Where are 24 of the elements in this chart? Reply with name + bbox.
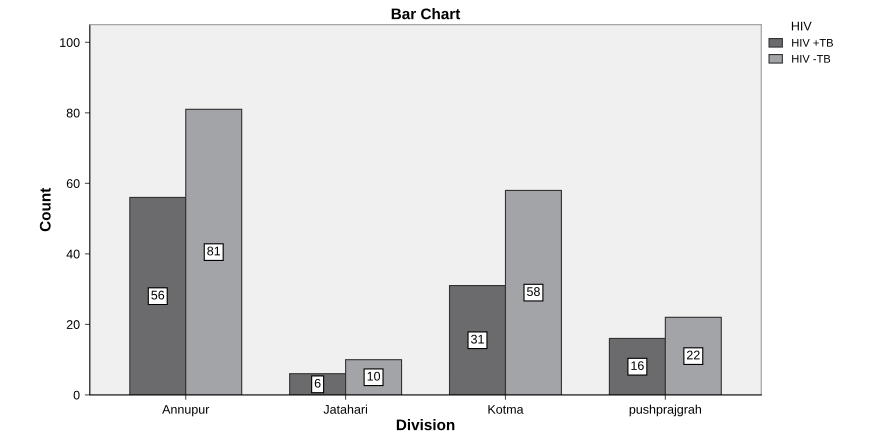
y-axis-title: Count xyxy=(40,188,51,232)
y-tick-label: 0 xyxy=(74,390,80,400)
y-tick-label: 100 xyxy=(60,38,80,47)
x-tick-label: pushprajgrah xyxy=(630,404,702,416)
data-label: 81 xyxy=(207,246,220,256)
y-tick-label: 40 xyxy=(66,250,80,259)
data-label: 56 xyxy=(151,290,164,300)
x-tick-label: Kotma xyxy=(488,405,524,414)
y-tick-label: 60 xyxy=(66,179,80,188)
legend-label: HIV +TB xyxy=(792,39,833,47)
legend-label: HIV -TB xyxy=(792,55,830,63)
data-label: 6 xyxy=(314,378,321,388)
y-tick-label: 80 xyxy=(66,108,80,118)
x-tick-label: Annupur xyxy=(162,405,210,416)
data-label: 58 xyxy=(526,287,540,296)
chart-title: Bar Chart xyxy=(392,8,460,20)
legend-title: HIV xyxy=(792,22,812,30)
data-label: 31 xyxy=(471,334,484,344)
x-tick-label: Jatahari xyxy=(324,404,367,414)
data-label: 10 xyxy=(368,372,380,381)
data-label: 16 xyxy=(631,361,644,370)
x-axis-title: Division xyxy=(396,419,454,430)
data-label: 22 xyxy=(686,350,700,360)
y-tick-label: 20 xyxy=(66,320,80,330)
